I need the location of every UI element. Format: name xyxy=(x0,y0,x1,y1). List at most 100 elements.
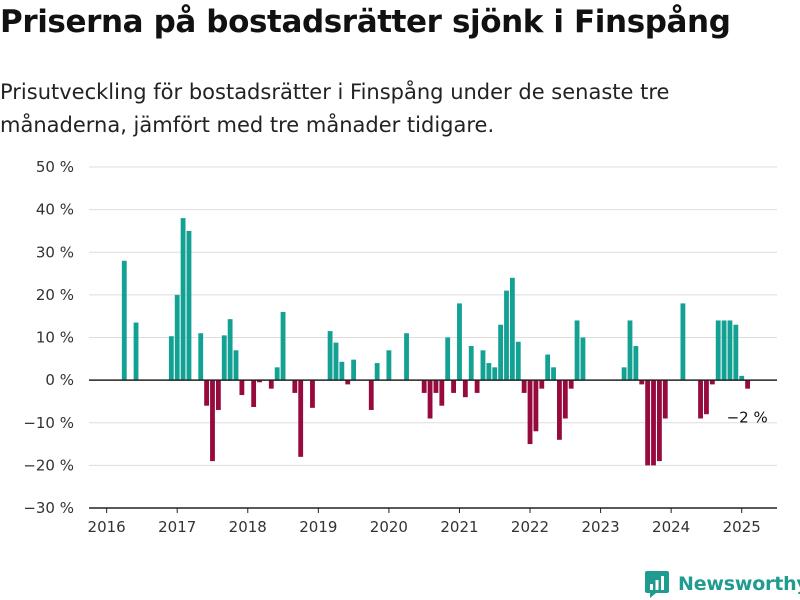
y-tick-label: 30 % xyxy=(36,243,74,261)
bar xyxy=(233,350,239,381)
bar xyxy=(239,380,245,396)
bar xyxy=(133,322,139,381)
bar xyxy=(345,380,351,385)
bar xyxy=(221,335,227,381)
bar xyxy=(468,346,474,381)
bar xyxy=(515,341,521,381)
bar xyxy=(704,380,709,415)
bar xyxy=(204,380,210,406)
bar xyxy=(474,380,480,393)
bar xyxy=(327,331,333,381)
bar xyxy=(310,380,315,408)
bar xyxy=(498,324,504,381)
bar xyxy=(645,380,651,466)
bar xyxy=(621,367,627,381)
brand-logo: Newsworthy xyxy=(644,569,800,599)
bar xyxy=(274,367,280,381)
x-tick-label: 2018 xyxy=(229,518,267,536)
bar xyxy=(733,324,739,381)
bar xyxy=(721,320,727,381)
chart-title: Priserna på bostadsrätter sjönk i Finspå… xyxy=(0,4,731,40)
bar xyxy=(174,294,180,381)
y-axis-tick-labels: 50 % 40 % 30 % 20 % 10 % 0 % −10 % −20 % −30 % xyxy=(23,158,74,517)
y-tick-label: 10 % xyxy=(36,329,74,347)
bar xyxy=(168,336,174,381)
bar xyxy=(680,303,686,381)
y-tick-label: −30 % xyxy=(23,499,74,517)
bar xyxy=(451,380,456,393)
bar xyxy=(198,333,204,381)
bar xyxy=(339,361,345,381)
bar xyxy=(656,380,662,462)
bar xyxy=(457,303,462,381)
bar xyxy=(633,346,639,381)
bar xyxy=(268,380,274,389)
bar xyxy=(662,380,668,419)
newsworthy-logo-icon xyxy=(645,571,669,598)
bar xyxy=(568,380,574,389)
bar xyxy=(386,350,392,381)
x-tick-label: 2020 xyxy=(370,518,408,536)
x-tick-label: 2019 xyxy=(299,518,337,536)
bar xyxy=(580,337,586,381)
bar xyxy=(545,354,551,381)
bar xyxy=(404,333,409,381)
y-tick-label: −20 % xyxy=(23,456,74,474)
x-tick-label: 2024 xyxy=(652,518,690,536)
bar xyxy=(439,380,445,406)
x-tick-label: 2017 xyxy=(158,518,196,536)
bar xyxy=(433,380,439,393)
bar xyxy=(492,367,498,381)
bar xyxy=(210,380,215,462)
x-tick-label: 2022 xyxy=(511,518,549,536)
bar xyxy=(445,337,451,381)
bar xyxy=(121,260,127,381)
value-annotation: −2 % xyxy=(727,409,768,427)
bar xyxy=(486,363,492,381)
x-axis-tick-labels: 2016 2017 2018 2019 2020 2021 2022 2023 2024 2025 xyxy=(88,508,761,536)
bar xyxy=(251,380,257,407)
bar xyxy=(709,380,715,385)
bar xyxy=(427,380,433,419)
bar xyxy=(227,319,233,381)
annotations: −2 % xyxy=(727,409,768,427)
y-tick-label: 20 % xyxy=(36,286,74,304)
bar xyxy=(739,375,745,381)
y-tick-label: 0 % xyxy=(45,371,74,389)
bar xyxy=(462,380,468,398)
bar xyxy=(557,380,562,440)
bar xyxy=(745,380,751,389)
x-tick-label: 2021 xyxy=(440,518,478,536)
grid-lines xyxy=(89,166,777,509)
bar xyxy=(333,342,339,381)
bar xyxy=(639,380,645,385)
bar xyxy=(551,367,556,381)
bar xyxy=(421,380,427,393)
bar xyxy=(651,380,656,466)
bar xyxy=(539,380,545,389)
bar xyxy=(280,311,286,381)
bar xyxy=(374,363,380,381)
x-axis xyxy=(89,379,777,509)
bar xyxy=(574,320,580,381)
bar xyxy=(527,380,533,445)
y-tick-label: 40 % xyxy=(36,201,74,219)
y-tick-label: −10 % xyxy=(23,414,74,432)
bar xyxy=(727,320,733,381)
bar xyxy=(186,230,192,381)
x-tick-label: 2016 xyxy=(88,518,126,536)
bar xyxy=(292,380,298,393)
y-tick-label: 50 % xyxy=(36,158,74,176)
bar xyxy=(521,380,527,393)
x-tick-label: 2023 xyxy=(581,518,619,536)
bar xyxy=(698,380,703,419)
chart-subtitle: Prisutveckling för bostadsrätter i Finsp… xyxy=(0,80,670,137)
x-tick-label: 2025 xyxy=(723,518,761,536)
bars xyxy=(121,218,751,466)
bar xyxy=(504,290,509,381)
bar xyxy=(509,277,515,381)
brand-name: Newsworthy xyxy=(678,573,800,595)
bar xyxy=(480,350,486,381)
bar xyxy=(180,218,186,381)
